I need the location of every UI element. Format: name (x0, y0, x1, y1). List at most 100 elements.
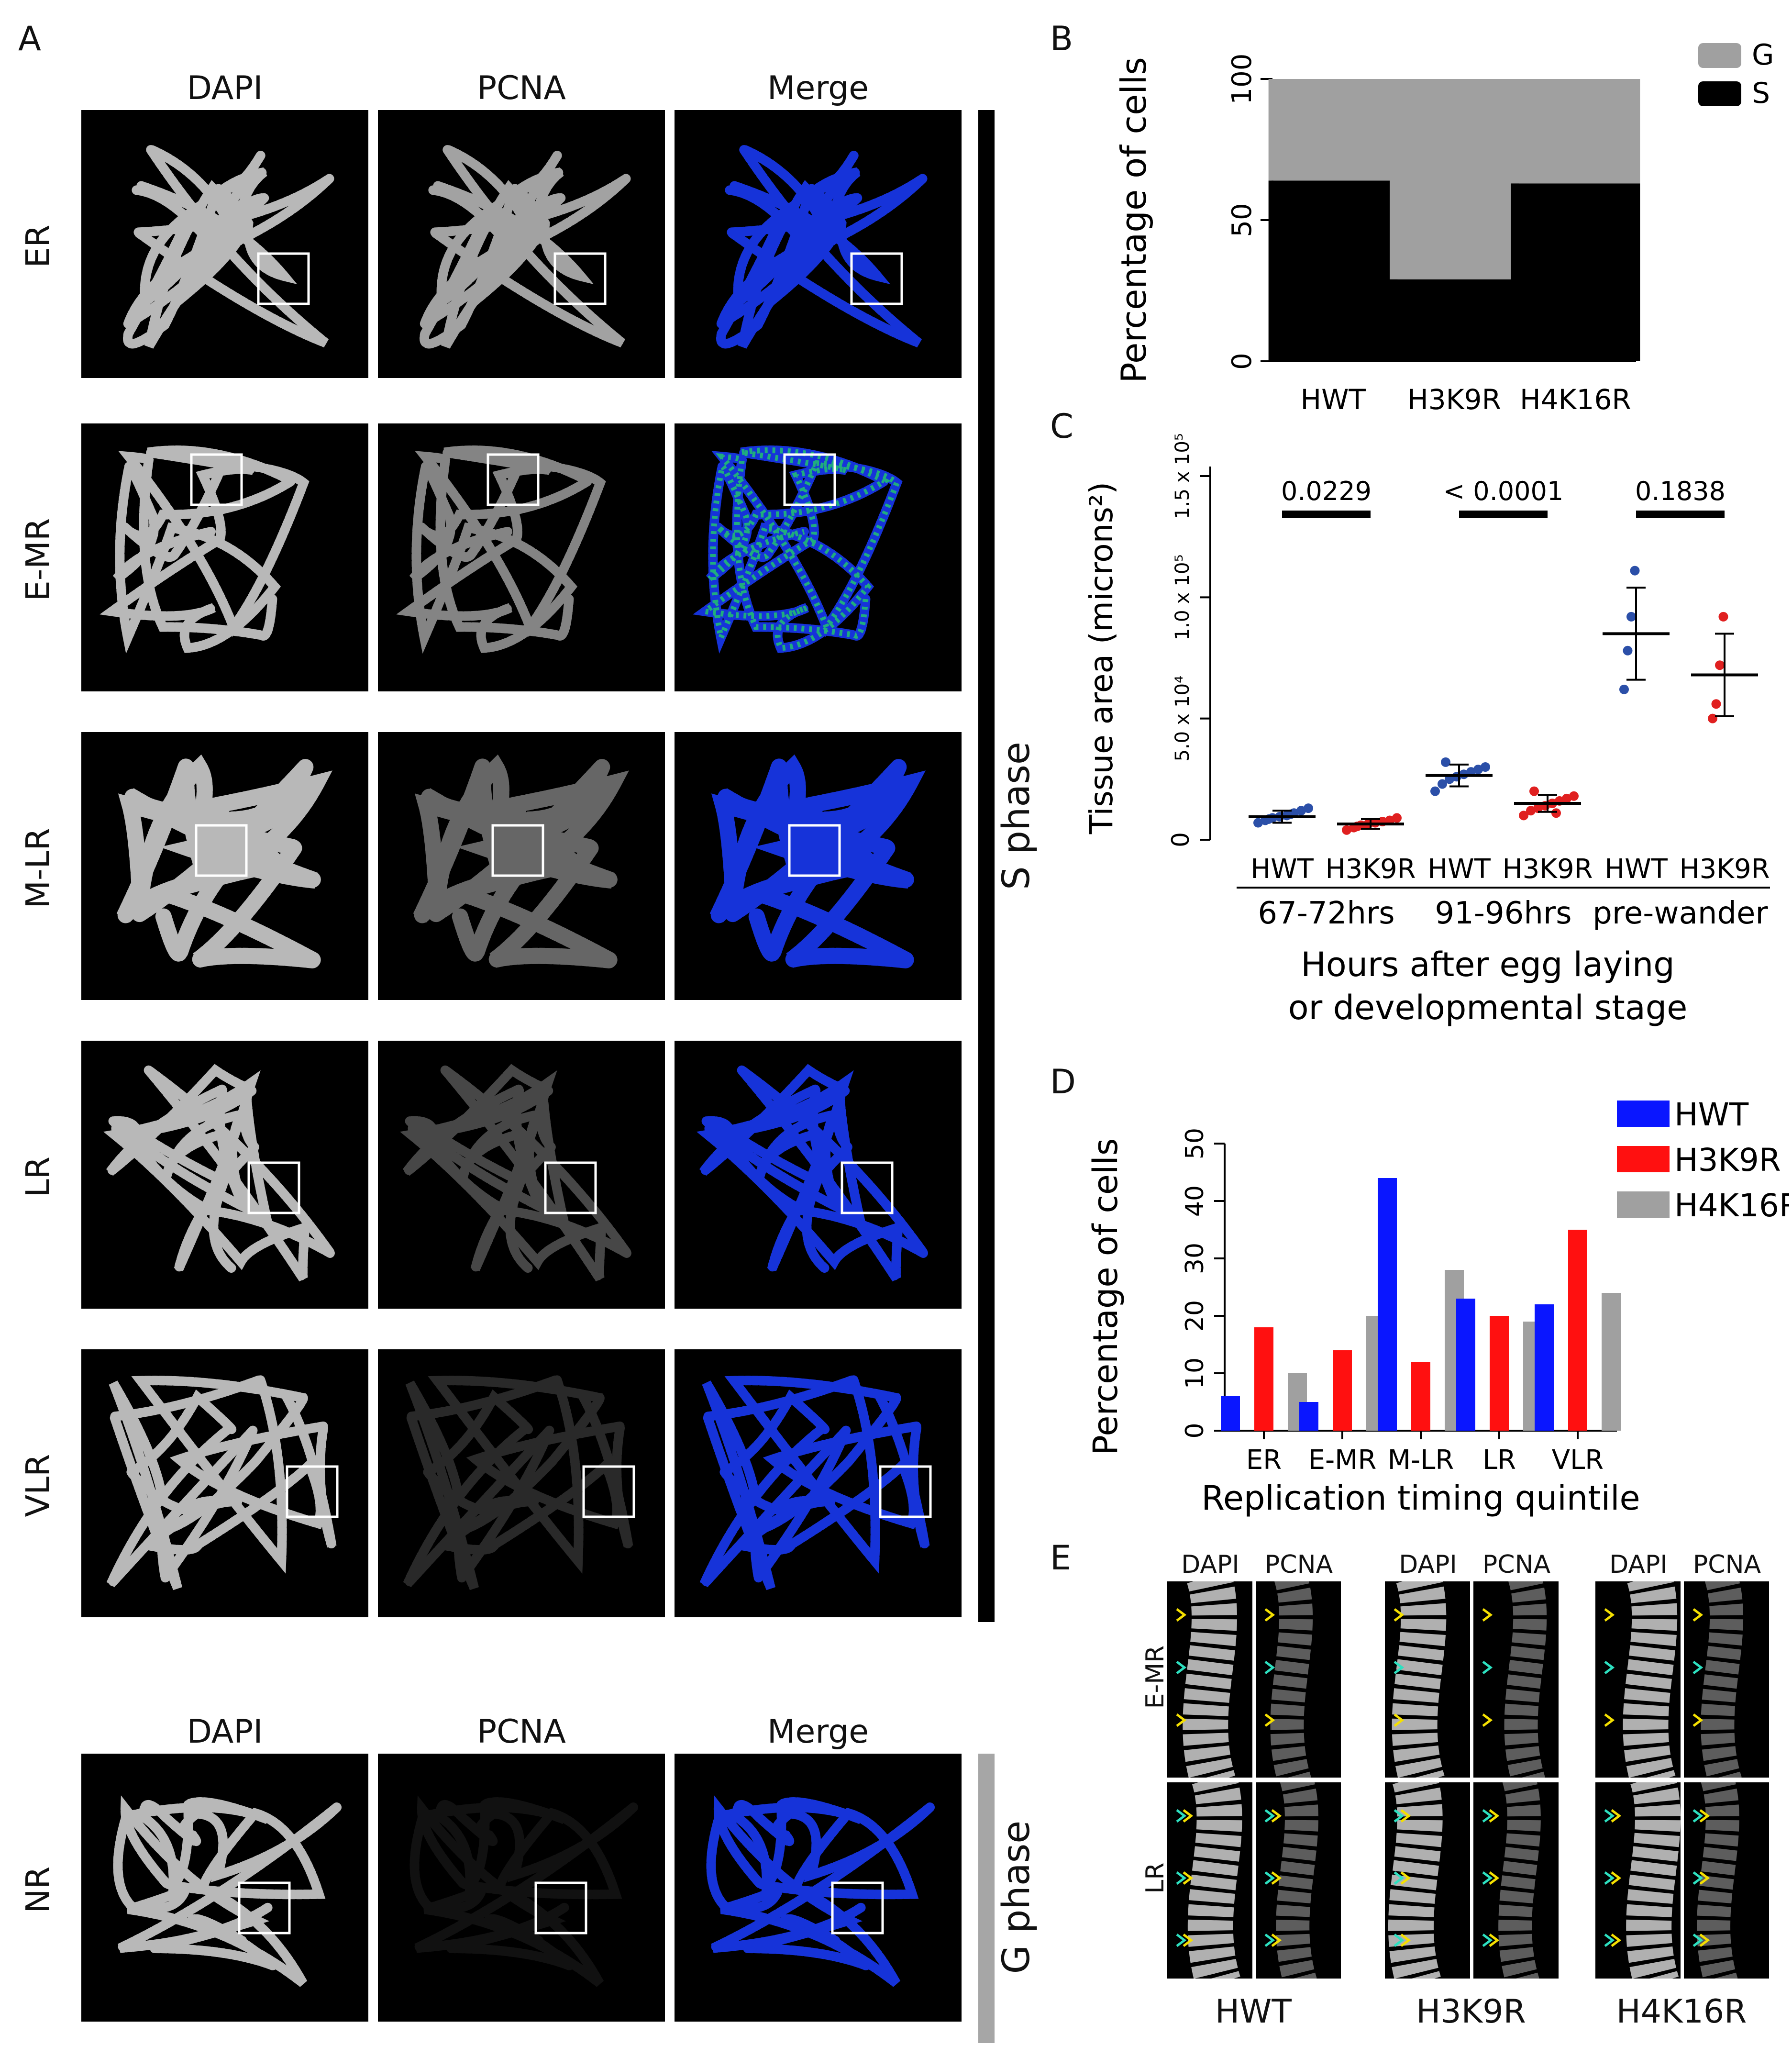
c-point (1473, 765, 1483, 775)
g-phase-bar (978, 1754, 995, 2043)
b-bar-g-hwt (1268, 79, 1398, 181)
d-bar-hwt-e-mr (1299, 1402, 1318, 1431)
d-legend-swatch-h4k16r (1617, 1191, 1670, 1218)
d-bar-h4k16r-vlr (1602, 1293, 1621, 1431)
c-point (1529, 786, 1539, 796)
micrograph-lr-merge (675, 1041, 962, 1309)
c-point (1438, 779, 1447, 789)
c-group-label: HWT (1250, 854, 1314, 885)
d-legend-swatch-h3k9r (1617, 1146, 1670, 1172)
micrograph-lr-dapi (81, 1041, 368, 1309)
d-legend-label: HWT (1674, 1096, 1749, 1133)
d-ytick-label: 0 (1181, 1423, 1209, 1438)
micrograph-vlr-dapi (81, 1349, 368, 1617)
d-category-label: ER (1246, 1445, 1282, 1476)
d-category-label: VLR (1552, 1445, 1604, 1476)
c-group-label: HWT (1427, 854, 1491, 885)
col-title-dapi: DAPI (187, 69, 263, 107)
b-category-label: H3K9R (1407, 383, 1501, 416)
c-point (1304, 803, 1313, 813)
c-point (1526, 806, 1536, 816)
c-group-label: H3K9R (1326, 854, 1416, 885)
e-crop-hwt-lr-dapi (1167, 1782, 1252, 1979)
nr-col-title-dapi: DAPI (187, 1713, 263, 1751)
e-channel-pcna: PCNA (1482, 1550, 1551, 1579)
d-ytick-label: 40 (1181, 1185, 1209, 1217)
e-crop-h4k16r-lr-dapi (1595, 1782, 1681, 1979)
e-crop-h3k9r-e-mr-dapi (1385, 1581, 1470, 1778)
s-phase-label: S phase (995, 742, 1038, 890)
c-group-label: HWT (1604, 854, 1668, 885)
micrograph-m-lr-merge (675, 732, 962, 1000)
e-channel-pcna: PCNA (1692, 1550, 1761, 1579)
micrograph-e-mr-pcna (378, 423, 665, 691)
e-crop-h4k16r-e-mr-dapi (1595, 1581, 1681, 1778)
c-point (1569, 791, 1579, 801)
row-label-e-mr: E-MR (19, 518, 57, 601)
s-phase-bar (978, 110, 995, 1622)
c-point (1519, 811, 1528, 821)
micrograph-e-mr-merge (675, 423, 962, 691)
b-bar-s-h4k16r (1511, 183, 1640, 361)
b-legend-label: S (1752, 77, 1770, 110)
b-legend-swatch-s (1698, 81, 1741, 106)
micrograph-m-lr-pcna (378, 732, 665, 1000)
e-crop-hwt-e-mr-pcna (1256, 1581, 1341, 1778)
d-bar-hwt-m-lr (1378, 1178, 1397, 1431)
row-label-vlr: VLR (19, 1454, 57, 1517)
e-crop-h3k9r-e-mr-pcna (1473, 1581, 1559, 1778)
b-legend-swatch-g (1698, 43, 1741, 68)
b-category-label: H4K16R (1520, 383, 1631, 416)
panel-letter-b: B (1050, 19, 1073, 58)
nr-col-title-merge: Merge (767, 1713, 869, 1751)
nr-col-title-pcna: PCNA (477, 1713, 566, 1751)
micrograph-nr-merge (675, 1754, 962, 2022)
e-genotype-h3k9r: H3K9R (1416, 1993, 1526, 2031)
e-crop-h3k9r-lr-dapi (1385, 1782, 1470, 1979)
d-bar-hwt-lr (1456, 1299, 1475, 1431)
d-ytick-label: 50 (1181, 1128, 1209, 1159)
micrograph-lr-pcna (378, 1041, 665, 1309)
c-ytick-label: 5.0 x 10⁴ (1172, 676, 1194, 762)
c-point (1626, 612, 1636, 622)
c-pvalue: 0.1838 (1635, 476, 1726, 506)
row-label-m-lr: M-LR (19, 828, 57, 909)
e-genotype-hwt: HWT (1215, 1993, 1292, 2031)
micrograph-e-mr-dapi (81, 423, 368, 691)
d-bar-hwt-er (1221, 1396, 1240, 1431)
col-title-merge: Merge (767, 69, 869, 107)
micrograph-nr-dapi (81, 1754, 368, 2022)
d-bar-h3k9r-e-mr (1333, 1350, 1352, 1431)
e-crop-h4k16r-e-mr-pcna (1684, 1581, 1769, 1778)
micrograph-m-lr-dapi (81, 732, 368, 1000)
e-crop-h4k16r-lr-pcna (1684, 1782, 1769, 1979)
b-ytick-label: 50 (1227, 203, 1258, 237)
micrograph-er-dapi (81, 110, 368, 378)
micrograph-er-merge (675, 110, 962, 378)
c-point (1711, 699, 1721, 709)
d-legend-label: H4K16R (1674, 1187, 1789, 1224)
e-crop-h3k9r-lr-pcna (1473, 1782, 1559, 1979)
d-category-label: E-MR (1308, 1445, 1377, 1476)
c-pvalue: 0.0229 (1281, 476, 1372, 506)
c-point (1551, 808, 1561, 818)
row-label-er: ER (19, 224, 57, 268)
row-label-nr: NR (19, 1866, 57, 1913)
d-bar-hwt-vlr (1535, 1304, 1554, 1431)
panel-letter-c: C (1050, 407, 1073, 446)
c-point (1630, 566, 1640, 576)
c-point (1619, 684, 1629, 694)
b-category-label: HWT (1300, 383, 1366, 416)
e-row-label-lr: LR (1141, 1862, 1170, 1894)
b-ytick-label: 0 (1227, 353, 1258, 370)
c-point (1715, 660, 1725, 670)
d-bar-h3k9r-er (1254, 1327, 1273, 1431)
c-stage-label: 91-96hrs (1435, 896, 1571, 931)
panel-d-chart: 0 10 20 30 40 50 Percentage of cells ER E-MR M-LR… (1086, 1096, 1789, 1518)
c-point (1392, 813, 1402, 823)
d-legend-swatch-hwt (1617, 1101, 1670, 1127)
d-ytick-label: 30 (1181, 1243, 1209, 1274)
b-ytick-label: 100 (1227, 54, 1258, 105)
b-legend-label: G (1752, 38, 1774, 72)
c-stage-label: 67-72hrs (1258, 896, 1394, 931)
